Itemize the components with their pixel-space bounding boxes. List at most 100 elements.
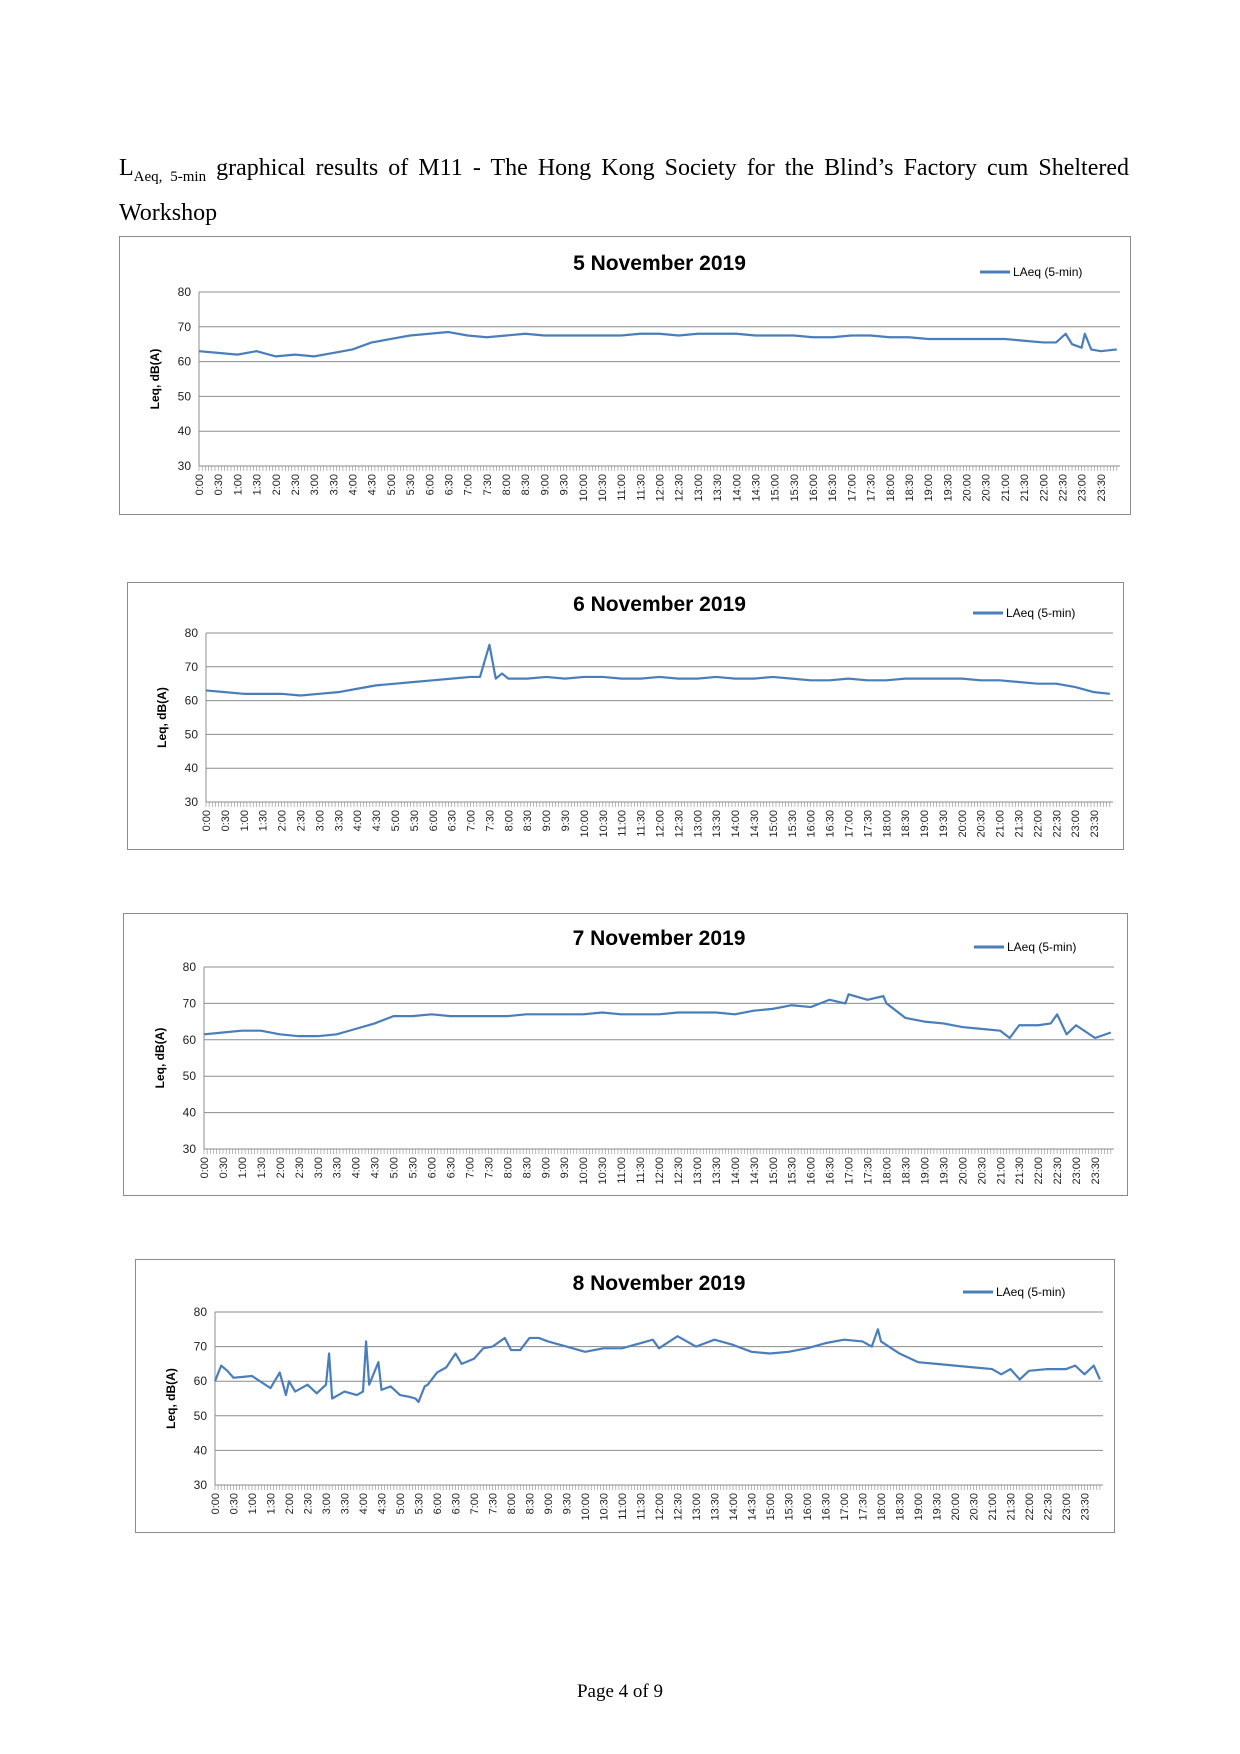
chart-6-november: 6 November 2019 LAeq (5-min) 30 40 50 60 70 80 L…: [127, 582, 1124, 850]
x-tick-label: 16:00: [806, 1157, 818, 1185]
y-tick-label: 70: [185, 660, 199, 674]
x-tick-marks: [198, 466, 1118, 471]
x-tick-label: 14:00: [730, 1157, 742, 1185]
x-tick-label: 8:00: [503, 810, 515, 831]
x-tick-label: 21:30: [1006, 1493, 1018, 1521]
x-tick-label: 23:00: [1077, 474, 1089, 502]
x-tick-label: 18:30: [904, 474, 916, 502]
x-tick-label: 5:30: [409, 810, 421, 831]
legend: LAeq (5-min): [974, 940, 1076, 954]
x-tick-label: 13:30: [710, 1493, 722, 1521]
x-tick-label: 19:30: [938, 1157, 950, 1185]
x-tick-label: 5:30: [408, 1157, 420, 1178]
x-tick-label: 2:00: [271, 474, 283, 495]
series-line: [198, 330, 1117, 358]
x-tick-label: 1:00: [232, 474, 244, 495]
x-tick-label: 6:30: [445, 1157, 457, 1178]
x-tick-label: 0:30: [213, 474, 225, 495]
x-tick-label: 10:00: [578, 474, 590, 502]
series-line: [203, 993, 1112, 1040]
x-tick-label: 7:30: [483, 1157, 495, 1178]
y-tick-label: 50: [183, 1069, 197, 1083]
x-tick-label: 0:30: [220, 810, 232, 831]
x-tick-label: 14:30: [750, 474, 762, 502]
x-tick-label: 20:00: [962, 474, 974, 502]
x-tick-label: 19:00: [919, 810, 931, 838]
x-tick-label: 21:00: [1000, 474, 1012, 502]
x-tick-label: 12:30: [673, 810, 685, 838]
x-tick-label: 21:00: [987, 1493, 999, 1521]
x-tick-label: 22:00: [1032, 810, 1044, 838]
x-tick-label: 7:00: [463, 474, 475, 495]
x-tick-label: 22:00: [1033, 1157, 1045, 1185]
x-tick-label: 9:00: [540, 1157, 552, 1178]
x-tick-label: 23:30: [1080, 1493, 1092, 1521]
x-tick-marks: [203, 1149, 1112, 1154]
legend-label: LAeq (5-min): [1006, 606, 1075, 620]
x-tick-marks: [214, 1485, 1101, 1490]
x-tick-label: 6:30: [443, 474, 455, 495]
x-tick-label: 3:00: [313, 1157, 325, 1178]
x-tick-label: 5:00: [395, 1493, 407, 1514]
legend-label: LAeq (5-min): [1013, 265, 1082, 279]
x-tick-label: 7:00: [469, 1493, 481, 1514]
x-tick-label: 23:00: [1071, 1157, 1083, 1185]
x-tick-label: 20:30: [976, 1157, 988, 1185]
x-tick-label: 13:30: [711, 1157, 723, 1185]
x-tick-label: 10:30: [598, 810, 610, 838]
chart-svg: 7 November 2019 LAeq (5-min) 30 40 50 60 70 80 L…: [153, 927, 1114, 1185]
x-tick-label: 13:30: [712, 474, 724, 502]
chart-7-november: 7 November 2019 LAeq (5-min) 30 40 50 60 70 80 L…: [123, 913, 1128, 1196]
y-tick-label: 40: [178, 424, 192, 438]
x-tick-label: 2:30: [290, 474, 302, 495]
x-tick-label: 1:30: [266, 1493, 278, 1514]
y-tick-label: 70: [183, 996, 197, 1010]
x-tick-label: 11:00: [617, 1493, 629, 1520]
x-tick-label: 0:00: [210, 1493, 222, 1514]
x-tick-label: 16:30: [825, 810, 837, 838]
y-axis-title: Leq, dB(A): [164, 1368, 178, 1429]
x-tick-label: 17:30: [863, 1157, 875, 1185]
x-tick-label: 16:30: [821, 1493, 833, 1521]
x-tick-label: 11:00: [616, 474, 628, 501]
x-tick-label: 12:00: [655, 810, 667, 838]
x-tick-label: 2:00: [284, 1493, 296, 1514]
x-tick-label: 11:00: [617, 810, 629, 837]
y-tick-label: 60: [194, 1374, 208, 1388]
x-tick-label: 18:00: [881, 810, 893, 838]
x-tick-label: 19:00: [919, 1157, 931, 1185]
x-tick-label: 5:00: [386, 474, 398, 495]
series-line: [213, 1328, 1101, 1404]
x-tick-label: 4:00: [351, 1157, 363, 1178]
x-tick-label: 1:30: [256, 1157, 268, 1178]
x-tick-label: 15:00: [768, 1157, 780, 1185]
chart-title: 5 November 2019: [573, 252, 746, 275]
x-tick-label: 22:30: [1052, 1157, 1064, 1185]
x-tick-label: 21:00: [995, 1157, 1007, 1185]
y-tick-label: 80: [178, 285, 192, 299]
x-tick-label: 0:30: [218, 1157, 230, 1178]
x-tick-label: 8:00: [501, 474, 513, 495]
chart-title: 6 November 2019: [573, 593, 746, 616]
legend: LAeq (5-min): [973, 606, 1075, 620]
y-tick-label: 40: [194, 1443, 208, 1457]
x-tick-label: 6:00: [428, 810, 440, 831]
x-tick-label: 7:30: [484, 810, 496, 831]
x-tick-label: 23:30: [1089, 810, 1101, 838]
page-footer: Page 4 of 9: [576, 1681, 663, 1702]
x-tick-label: 14:30: [749, 1157, 761, 1185]
x-tick-label: 9:30: [559, 474, 571, 495]
x-tick-label: 12:30: [673, 1493, 685, 1521]
x-tick-label: 18:30: [900, 810, 912, 838]
x-tick-label: 13:30: [711, 810, 723, 838]
x-tick-label: 20:30: [976, 810, 988, 838]
x-tick-label: 14:00: [728, 1493, 740, 1521]
x-tick-label: 22:00: [1024, 1493, 1036, 1521]
y-axis-title: Leq, dB(A): [155, 687, 169, 748]
x-tick-label: 8:00: [502, 1157, 514, 1178]
x-tick-label: 11:30: [635, 474, 647, 501]
chart-svg: 6 November 2019 LAeq (5-min) 30 40 50 60 70 80 L…: [155, 593, 1113, 838]
legend: LAeq (5-min): [980, 265, 1082, 279]
x-tick-label: 16:00: [806, 810, 818, 838]
x-tick-label: 10:30: [597, 1157, 609, 1185]
